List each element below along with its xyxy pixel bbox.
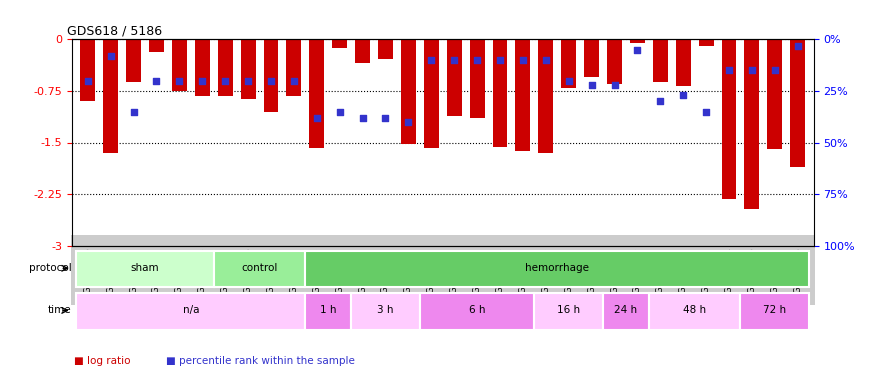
Bar [263,39,278,112]
Point [791,43,805,49]
Text: hemorrhage: hemorrhage [525,263,589,273]
Bar [310,39,325,148]
Bar [214,251,305,287]
Point [402,119,416,125]
Bar [767,39,782,149]
Text: ■ log ratio: ■ log ratio [74,356,131,366]
Bar [653,39,668,82]
Point [470,57,484,63]
Point [242,78,256,84]
Text: time: time [48,305,72,315]
Point [584,82,598,88]
Bar [561,39,576,87]
Point [195,78,209,84]
Bar [607,39,622,84]
Bar [351,292,420,330]
Point [172,78,186,84]
Text: ■ percentile rank within the sample: ■ percentile rank within the sample [166,356,355,366]
Bar [538,39,553,153]
Text: 1 h: 1 h [320,305,337,315]
Text: control: control [242,263,277,273]
Point [768,68,782,74]
Point [150,78,164,84]
Point [539,57,553,63]
Bar [535,292,603,330]
Bar [218,39,233,96]
Point [103,53,117,59]
Point [516,57,530,63]
Point [332,109,346,115]
Bar [698,39,713,46]
Bar [649,292,740,330]
Point [607,82,621,88]
Bar [722,39,737,199]
Point [562,78,576,84]
Point [379,115,393,121]
Bar [740,292,809,330]
Bar [195,39,210,96]
Bar [676,39,690,86]
Point [355,115,369,121]
Text: 3 h: 3 h [377,305,394,315]
Point [745,68,759,74]
Text: GDS618 / 5186: GDS618 / 5186 [67,24,163,38]
Bar [76,292,305,330]
Text: 48 h: 48 h [683,305,706,315]
Bar [447,39,462,116]
Bar [493,39,507,147]
Point [424,57,438,63]
Bar [603,292,649,330]
Point [493,57,507,63]
Point [264,78,278,84]
Bar [305,292,351,330]
Bar [76,251,214,287]
Bar [515,39,530,151]
Point [699,109,713,115]
Bar [80,39,95,101]
Bar [378,39,393,58]
Bar [630,39,645,43]
Point [218,78,232,84]
Text: 24 h: 24 h [614,305,638,315]
Bar [420,292,535,330]
Text: sham: sham [130,263,159,273]
Text: 6 h: 6 h [469,305,486,315]
Bar [401,39,416,144]
Bar [355,39,370,63]
Bar [424,39,438,148]
Text: n/a: n/a [183,305,200,315]
Point [310,115,324,121]
Point [127,109,141,115]
Bar [745,39,760,209]
Bar [305,251,809,287]
Bar [332,39,347,48]
Point [654,98,668,104]
Bar [470,39,485,119]
Text: 16 h: 16 h [557,305,580,315]
Bar [286,39,301,96]
Bar [172,39,187,91]
Bar [241,39,256,99]
Text: 72 h: 72 h [763,305,787,315]
Bar [584,39,599,77]
Point [287,78,301,84]
Point [630,47,644,53]
Text: protocol: protocol [29,263,72,273]
Bar [149,39,164,52]
Point [722,68,736,74]
Bar [126,39,141,82]
Bar [790,39,805,166]
Point [447,57,461,63]
Point [676,92,690,98]
Bar [103,39,118,153]
Point [80,78,94,84]
